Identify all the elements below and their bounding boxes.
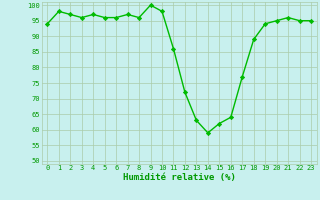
X-axis label: Humidité relative (%): Humidité relative (%) [123,173,236,182]
